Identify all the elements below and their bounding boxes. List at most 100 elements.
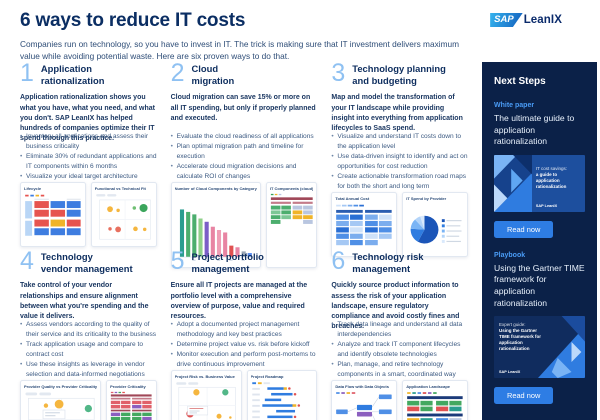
- resource-cover[interactable]: Expert guide: Using the Gartner TIME fra…: [494, 316, 585, 379]
- section-description: Take control of your vendor relationship…: [20, 282, 149, 320]
- section-title: Project portfolio management: [191, 251, 264, 275]
- bullet-list: Inventory all applications and assess th…: [20, 132, 157, 181]
- bullet-list: Assess vendors according to the quality …: [20, 320, 157, 379]
- bullet-item: Visualize and understand IT costs down t…: [331, 132, 468, 152]
- section-technology-risk-management: 6 Technology risk management Quickly sou…: [331, 249, 469, 420]
- section-description: Cloud migration can save 15% or more on …: [170, 94, 316, 122]
- bullet-item: Visualize your ideal target architecture: [20, 172, 157, 182]
- thumbnail-card: Provider Quality vs Provider Criticality: [20, 379, 102, 420]
- thumbnail-title: Application Landscape: [406, 383, 450, 389]
- provider-criticality-matrix-chart: [110, 391, 152, 420]
- cover-title: a guide to application rationalization: [535, 171, 567, 189]
- spend-by-provider-pie-chart: [410, 215, 462, 244]
- cover-brand: SAP LeanIX: [535, 203, 558, 208]
- thumbnail-card: Lifecycle: [20, 181, 86, 247]
- bullet-item: Eliminate 30% of redundant applications …: [20, 152, 157, 172]
- bullet-item: Evaluate the cloud readiness of all appl…: [171, 132, 318, 142]
- bullet-item: Track data lineage and understand all da…: [331, 320, 468, 340]
- bullet-list: Visualize and understand IT costs down t…: [331, 132, 468, 191]
- project-roadmap-gantt-chart: [251, 382, 300, 419]
- sap-leanix-logo: SAP LeanIX: [490, 13, 562, 27]
- thumbnail-title: Data Flow with Data Objects: [335, 383, 389, 389]
- section-title: Application rationalization: [40, 63, 105, 87]
- thumbnail-title: IT Components (cloud): [269, 185, 314, 191]
- thumbnail-title: Lifecycle: [24, 185, 42, 191]
- cover-title: Using the Gartner TIME framework for app…: [499, 328, 542, 352]
- data-flow-diagram: [336, 391, 393, 420]
- triangle-mosaic-graphic: [494, 154, 533, 212]
- lifecycle-roadmap-chart: [25, 194, 81, 236]
- thumbnails: Project Risk vs. Business Value Project …: [170, 369, 318, 420]
- section-description: Quickly source product information to as…: [331, 282, 460, 330]
- thumbnail-card: IT Spend by Provider: [402, 191, 469, 257]
- leanix-wordmark: LeanIX: [523, 14, 562, 26]
- thumbnail-card: Functional vs Technical Fit: [90, 181, 157, 247]
- cover-kicker: Expert guide:: [499, 322, 526, 328]
- thumbnail-title: Project Risk vs. Business Value: [174, 373, 235, 379]
- bullet-list: Adopt a documented project management me…: [171, 320, 318, 369]
- section-description: Application rationalization shows you wh…: [20, 94, 155, 142]
- resource-title: The ultimate guide to application ration…: [494, 113, 575, 147]
- sap-logo-mark: SAP: [490, 13, 523, 27]
- thumbnails: Number of Cloud Components by Category: [170, 181, 318, 269]
- it-components-matrix-chart: [270, 193, 313, 224]
- bullet-item: Plan optimal migration path and timeline…: [171, 142, 318, 162]
- section-number: 2: [170, 59, 185, 87]
- bullet-item: Create actionable transformation road ma…: [331, 172, 468, 192]
- page-subtitle: Companies run on technology, so you have…: [20, 39, 460, 62]
- bullet-list: Track data lineage and understand all da…: [331, 320, 468, 379]
- thumbnail-card: Application Landscape: [402, 379, 469, 420]
- bullet-item: Plan, manage, and retire technology comp…: [331, 360, 468, 380]
- read-now-button[interactable]: Read now: [494, 387, 554, 405]
- cover-kicker: IT cost savings:: [535, 165, 568, 171]
- thumbnail-card: Number of Cloud Components by Category: [170, 181, 261, 269]
- bullet-item: Accelerate cloud migration decisions and…: [171, 162, 318, 182]
- read-now-button[interactable]: Read now: [494, 220, 554, 238]
- bullet-item: Adopt a documented project management me…: [171, 320, 318, 340]
- section-title: Technology planning and budgeting: [352, 63, 446, 87]
- thumbnail-card: Project Roadmap: [246, 369, 318, 420]
- bullet-list: Evaluate the cloud readiness of all appl…: [171, 132, 318, 181]
- resource-cover[interactable]: IT cost savings: a guide to application …: [494, 154, 585, 212]
- bullet-item: Monitor execution and perform post-morte…: [171, 350, 318, 370]
- annual-cost-heatmap-chart: [336, 204, 393, 245]
- thumbnail-card: Provider Criticality: [106, 379, 157, 420]
- bullet-item: Assess vendors according to the quality …: [20, 320, 157, 340]
- bullet-item: Track application usage and compare to c…: [20, 340, 157, 360]
- section-number: 4: [20, 247, 34, 275]
- cloud-components-bar-chart: [177, 209, 254, 261]
- section-title: Cloud migration: [191, 63, 235, 87]
- thumbnails: Data Flow with Data Objects: [331, 379, 469, 420]
- cover-text: IT cost savings: a guide to application …: [536, 166, 582, 190]
- section-title: Technology risk management: [352, 251, 424, 275]
- section-technology-vendor-management: 4 Technology vendor management Take cont…: [20, 247, 157, 420]
- bullet-item: Analyze and track IT component lifecycle…: [331, 340, 468, 360]
- thumbnail-card: Project Risk vs. Business Value: [170, 369, 242, 420]
- section-application-rationalization: 1 Application rationalization Applicatio…: [20, 61, 157, 247]
- thumbnail-card: IT Components (cloud): [265, 181, 318, 269]
- section-title: Technology vendor management: [40, 251, 133, 275]
- section-technology-planning-budgeting: 3 Technology planning and budgeting Map …: [331, 61, 469, 257]
- section-project-portfolio-management: 5 Project portfolio management Ensure al…: [170, 249, 318, 420]
- sections-grid: 1 Application rationalization Applicatio…: [20, 59, 469, 420]
- thumbnails: Lifecycle Functional vs Technical Fit: [20, 181, 157, 247]
- section-description: Map and model the transformation of your…: [331, 94, 463, 132]
- section-cloud-migration: 2 Cloud migration Cloud migration can sa…: [170, 59, 318, 269]
- thumbnails: Total Annual Cost: [331, 191, 469, 257]
- bullet-item: Use these insights as leverage in vendor…: [20, 360, 157, 380]
- resource-card-white-paper: White paper The ultimate guide to applic…: [494, 102, 585, 238]
- bullet-item: Determine project value vs. risk before …: [171, 340, 318, 350]
- thumbnail-card: Total Annual Cost: [331, 191, 398, 257]
- thumbnail-card: Data Flow with Data Objects: [331, 379, 398, 420]
- cover-text: Expert guide: Using the Gartner TIME fra…: [499, 322, 546, 352]
- thumbnail-title: Number of Cloud Components by Category: [174, 185, 257, 191]
- thumbnail-title: Total Annual Cost: [335, 195, 370, 201]
- page-title: 6 ways to reduce IT costs: [20, 10, 246, 31]
- thumbnail-title: Provider Quality vs Provider Criticality: [24, 383, 98, 389]
- thumbnail-title: IT Spend by Provider: [406, 195, 447, 201]
- fit-bubble-chart: [95, 194, 151, 240]
- thumbnail-title: Provider Criticality: [110, 383, 146, 389]
- header: 6 ways to reduce IT costs Companies run …: [20, 10, 472, 63]
- application-landscape-chart: [407, 391, 463, 420]
